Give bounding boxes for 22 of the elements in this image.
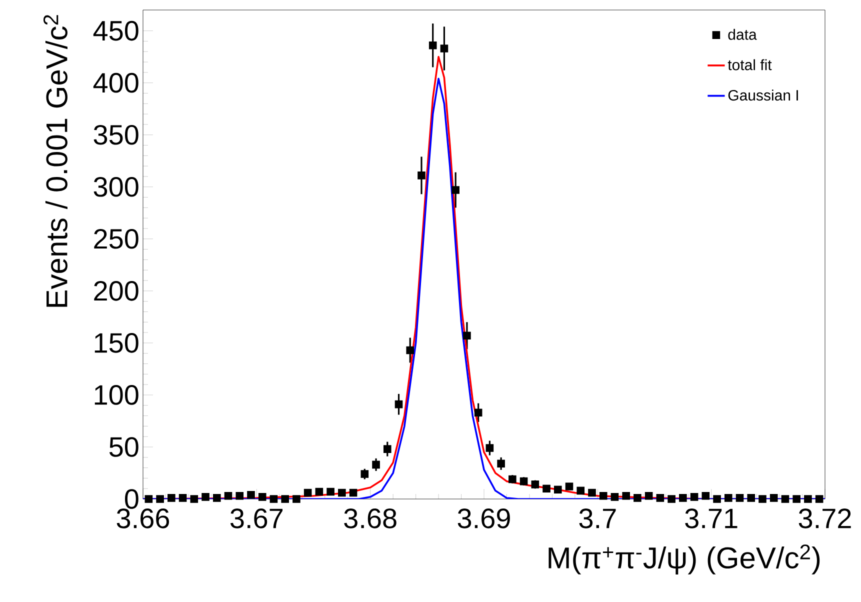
y-tick-label: 200 xyxy=(94,281,138,301)
x-axis-title: M(π$^{+}$π$^{-}$J/ψ) (GeV/c$^{2}$) xyxy=(548,544,820,574)
y-tick-label: 400 xyxy=(93,72,138,93)
x-tick-label: 3.69 xyxy=(458,508,510,528)
legend-label: data xyxy=(728,28,757,40)
x-tick-label: 3.68 xyxy=(344,508,396,528)
y-axis-title: Events / 0.001 GeV/c$^{2}$ xyxy=(43,15,68,307)
legend-label: Gaussian I xyxy=(728,90,798,101)
y-tick-label: 450 xyxy=(93,20,138,41)
x-tick-label: 3.66 xyxy=(116,508,170,528)
y-tick-label: 350 xyxy=(94,124,138,145)
y-tick-label: 150 xyxy=(94,333,138,353)
x-tick-label: 3.71 xyxy=(685,508,738,528)
y-tick-label: 250 xyxy=(94,228,138,249)
x-tick-label: 3.7 xyxy=(579,508,616,528)
y-tick-label: 100 xyxy=(94,385,138,405)
y-tick-label: 0 xyxy=(124,489,138,509)
x-tick-label: 3.67 xyxy=(230,508,283,528)
x-tick-label: 3.72 xyxy=(798,508,851,528)
y-tick-label: 50 xyxy=(109,437,138,457)
y-tick-label: 300 xyxy=(94,176,138,197)
legend-label: total fit xyxy=(728,59,772,70)
